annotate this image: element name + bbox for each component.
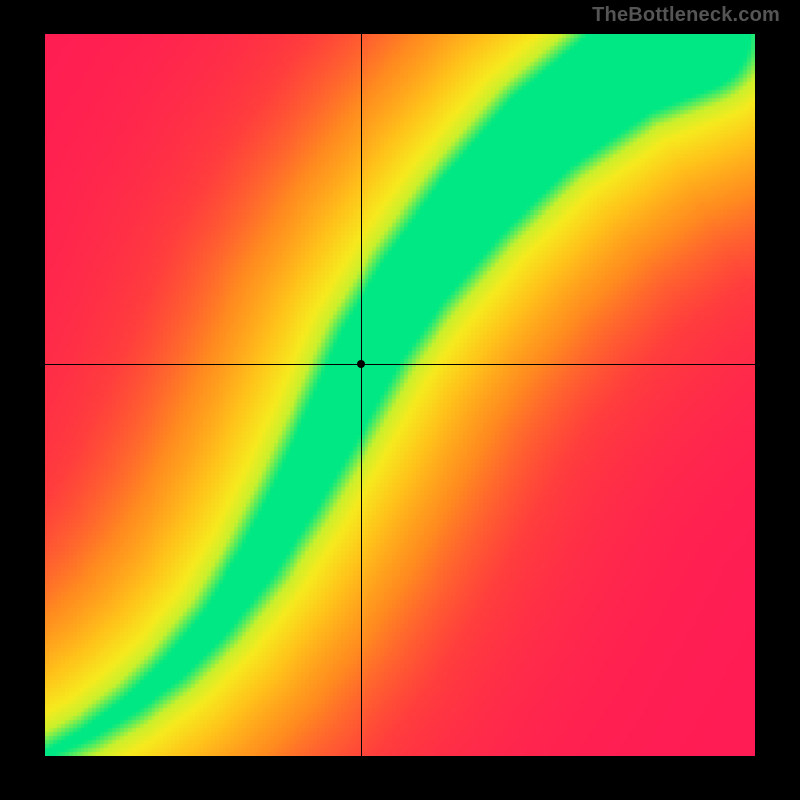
heatmap-canvas <box>45 34 755 756</box>
crosshair-vertical <box>361 34 362 756</box>
crosshair-horizontal <box>45 364 755 365</box>
plot-area <box>45 34 755 756</box>
marker-dot <box>357 360 365 368</box>
chart-stage: TheBottleneck.com <box>0 0 800 800</box>
watermark-text: TheBottleneck.com <box>592 4 780 27</box>
